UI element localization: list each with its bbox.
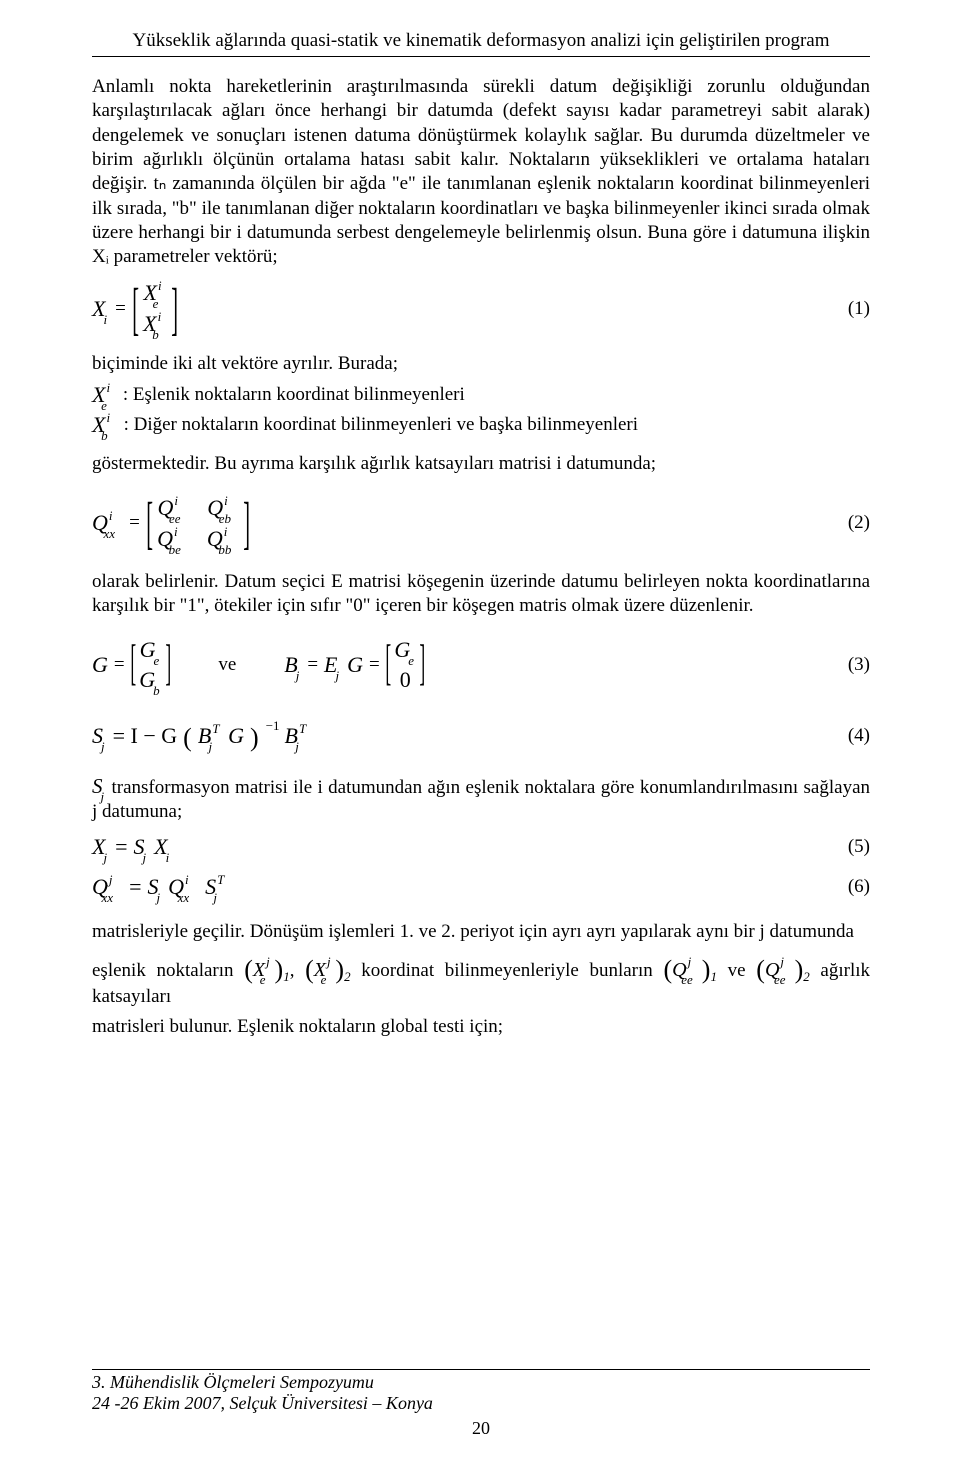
definition-2-text: : Diğer noktaların koordinat bilinmeyenl… xyxy=(124,414,638,436)
equation-3-expression: G = [ Ge Gb ] ve Bj = Ej G = [ Ge xyxy=(92,637,425,693)
paragraph-1: Anlamlı nokta hareketlerinin araştırılma… xyxy=(92,75,870,270)
paragraph-2: biçiminde iki alt vektöre ayrılır. Burad… xyxy=(92,352,870,376)
paragraph-6c: matrisleri bulunur. Eşlenik noktaların g… xyxy=(92,1015,870,1039)
paragraph-3: göstermektedir. Bu ayrıma karşılık ağırl… xyxy=(92,452,870,476)
equation-6-number: (6) xyxy=(848,876,870,898)
footer-line-1: 3. Mühendislik Ölçmeleri Sempozyumu xyxy=(92,1372,870,1393)
definition-1-text: : Eşlenik noktaların koordinat bilinmeye… xyxy=(123,384,465,406)
equation-4: Sj = I − G ( BTj G )−1 BTj (4) xyxy=(92,721,870,751)
page: Yükseklik ağlarında quasi-statik ve kine… xyxy=(0,0,960,1469)
equation-1-expression: Xi = [ Xie Xib ] xyxy=(92,280,178,338)
paragraph-5: Sj transformasyon matrisi ile i datumund… xyxy=(92,773,870,825)
equation-6: Qjxx = Sj Qixx STj (6) xyxy=(92,874,870,900)
paragraph-6b: eşlenik noktaların (Xje)1, (Xje)2 koordi… xyxy=(92,951,870,1010)
header-rule xyxy=(92,56,870,57)
equation-2-number: (2) xyxy=(848,512,870,534)
equation-5: Xj = Sj Xi (5) xyxy=(92,834,870,860)
equation-3: G = [ Ge Gb ] ve Bj = Ej G = [ Ge xyxy=(92,637,870,693)
footer: 3. Mühendislik Ölçmeleri Sempozyumu 24 -… xyxy=(92,1369,870,1439)
definition-1: Xie : Eşlenik noktaların koordinat bilin… xyxy=(92,382,870,408)
equation-4-expression: Sj = I − G ( BTj G )−1 BTj xyxy=(92,721,309,751)
running-header: Yükseklik ağlarında quasi-statik ve kine… xyxy=(92,30,870,52)
paragraph-4: olarak belirlenir. Datum seçici E matris… xyxy=(92,570,870,619)
equation-6-expression: Qjxx = Sj Qixx STj xyxy=(92,874,227,900)
paragraph-5-text: transformasyon matrisi ile i datumundan … xyxy=(92,777,870,822)
equation-1-number: (1) xyxy=(848,298,870,320)
page-number: 20 xyxy=(92,1418,870,1439)
definitions: Xie : Eşlenik noktaların koordinat bilin… xyxy=(92,382,870,438)
equation-5-expression: Xj = Sj Xi xyxy=(92,834,171,860)
eq1-lhs-sub: i xyxy=(103,312,107,327)
equation-3-number: (3) xyxy=(848,654,870,676)
footer-rule xyxy=(92,1369,870,1370)
equation-4-number: (4) xyxy=(848,725,870,747)
equation-1: Xi = [ Xie Xib ] (1) xyxy=(92,280,870,338)
footer-line-2: 24 -26 Ekim 2007, Selçuk Üniversitesi – … xyxy=(92,1393,870,1414)
equation-2: Qixx = [ Qiee Qieb Qibe Qibb ] (2) xyxy=(92,494,870,552)
eq3-and: ve xyxy=(218,654,236,676)
definition-2: Xib : Diğer noktaların koordinat bilinme… xyxy=(92,412,870,438)
equation-5-number: (5) xyxy=(848,836,870,858)
equation-2-expression: Qixx = [ Qiee Qieb Qibe Qibb ] xyxy=(92,494,251,552)
paragraph-6a: matrisleriyle geçilir. Dönüşüm işlemleri… xyxy=(92,920,870,944)
